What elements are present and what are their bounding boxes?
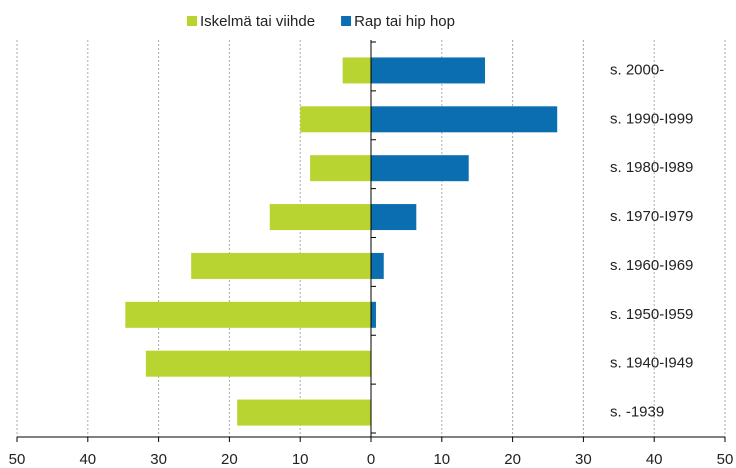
- category-label: s. 1980-I989: [610, 159, 693, 176]
- x-tick-label: 40: [646, 451, 663, 468]
- legend-label: Rap tai hip hop: [354, 13, 455, 30]
- x-tick-label: 50: [717, 451, 734, 468]
- x-tick-label: 20: [504, 451, 521, 468]
- category-label: s. 2000-: [610, 61, 664, 78]
- bar: [237, 399, 371, 426]
- category-label: s. 1940-I949: [610, 355, 693, 372]
- x-tick-label: 10: [292, 451, 309, 468]
- bar: [371, 252, 384, 279]
- bar: [342, 57, 371, 84]
- bar: [371, 155, 469, 182]
- x-tick-label: 0: [367, 451, 375, 468]
- x-tick-label: 40: [79, 451, 96, 468]
- bar: [145, 350, 371, 377]
- x-tick-label: 30: [150, 451, 167, 468]
- x-tick-label: 20: [221, 451, 238, 468]
- bar: [310, 155, 371, 182]
- bar: [269, 204, 371, 231]
- legend-swatch: [187, 16, 197, 26]
- x-tick-label: 50: [9, 451, 26, 468]
- bar: [125, 301, 371, 328]
- bar: [371, 57, 485, 84]
- bar: [371, 301, 376, 328]
- x-tick-label: 30: [575, 451, 592, 468]
- category-label: s. 1960-I969: [610, 257, 693, 274]
- bar: [371, 106, 558, 133]
- category-label: s. 1950-I959: [610, 306, 693, 323]
- category-label: s. 1970-I979: [610, 208, 693, 225]
- bar: [191, 252, 371, 279]
- category-label: s. 1990-I999: [610, 110, 693, 127]
- bar: [300, 106, 371, 133]
- bar: [371, 204, 417, 231]
- legend-label: Iskelmä tai viihde: [200, 13, 315, 30]
- category-label: s. -1939: [610, 404, 664, 421]
- x-tick-label: 10: [433, 451, 450, 468]
- legend-swatch: [341, 16, 352, 26]
